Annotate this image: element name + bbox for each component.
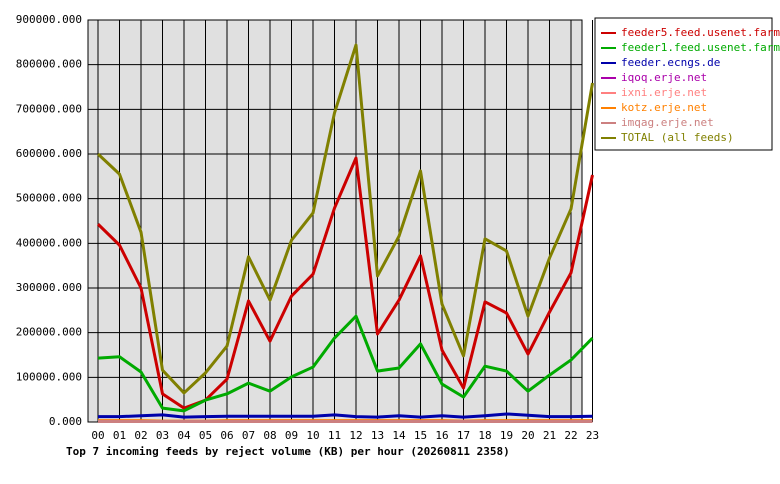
y-tick-label: 0.000 [49, 415, 82, 428]
x-tick-label: 07 [242, 429, 255, 442]
x-tick-label: 03 [156, 429, 169, 442]
legend-label: TOTAL (all feeds) [621, 131, 734, 144]
x-tick-label: 19 [500, 429, 513, 442]
x-tick-label: 10 [306, 429, 319, 442]
x-tick-label: 15 [414, 429, 427, 442]
legend-label: ixni.erje.net [621, 86, 707, 99]
x-tick-label: 09 [285, 429, 298, 442]
x-tick-label: 22 [564, 429, 577, 442]
x-tick-label: 16 [435, 429, 448, 442]
x-tick-label: 11 [328, 429, 341, 442]
x-tick-label: 06 [220, 429, 233, 442]
x-tick-label: 00 [91, 429, 104, 442]
y-tick-label: 200000.000 [16, 326, 82, 339]
legend-label: feeder.ecngs.de [621, 56, 720, 69]
x-tick-label: 08 [263, 429, 276, 442]
y-tick-label: 400000.000 [16, 236, 82, 249]
y-tick-label: 100000.000 [16, 370, 82, 383]
legend-label: kotz.erje.net [621, 101, 707, 114]
x-tick-label: 12 [349, 429, 362, 442]
y-tick-label: 900000.000 [16, 13, 82, 26]
y-tick-label: 800000.000 [16, 58, 82, 71]
x-tick-label: 05 [199, 429, 212, 442]
x-tick-label: 13 [371, 429, 384, 442]
x-tick-label: 20 [521, 429, 534, 442]
legend-label: feeder1.feed.usenet.farm [621, 41, 780, 54]
chart-title: Top 7 incoming feeds by reject volume (K… [66, 445, 510, 458]
legend-label: imqag.erje.net [621, 116, 714, 129]
y-tick-label: 500000.000 [16, 192, 82, 205]
legend-label: iqoq.erje.net [621, 71, 707, 84]
y-tick-label: 700000.000 [16, 102, 82, 115]
x-tick-label: 23 [586, 429, 599, 442]
x-tick-label: 02 [134, 429, 147, 442]
legend-label: feeder5.feed.usenet.farm [621, 26, 780, 39]
x-tick-label: 01 [113, 429, 126, 442]
x-tick-label: 21 [543, 429, 556, 442]
y-tick-label: 300000.000 [16, 281, 82, 294]
x-tick-label: 14 [392, 429, 406, 442]
x-tick-label: 18 [478, 429, 491, 442]
y-tick-label: 600000.000 [16, 147, 82, 160]
x-tick-label: 17 [457, 429, 470, 442]
x-tick-label: 04 [177, 429, 191, 442]
